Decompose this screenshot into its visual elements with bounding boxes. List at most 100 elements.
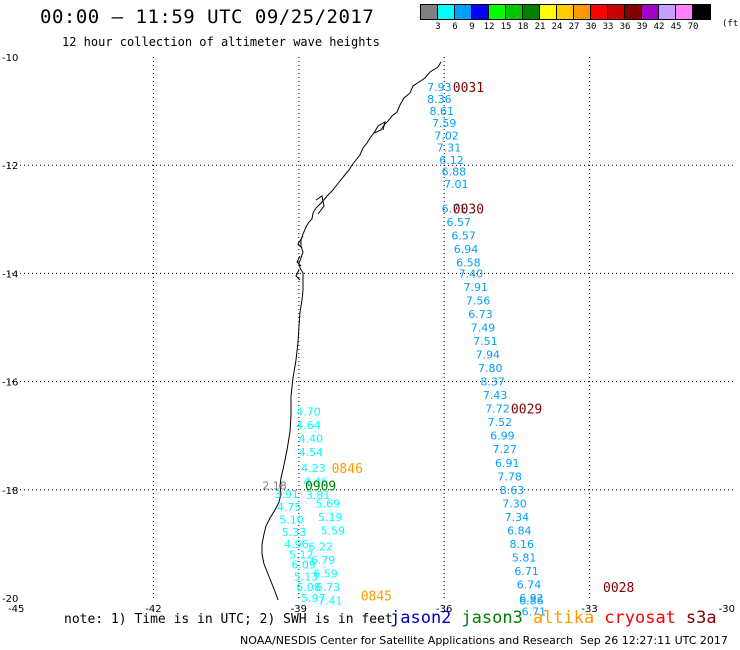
wave-height-value: 6.74 [517,578,542,591]
x-tick-label: -33 [581,604,597,615]
legend-swatch [489,5,506,19]
wave-height-value: 5.81 [512,551,537,564]
wave-height-value: 6.79 [311,554,336,567]
wave-height-value: 6.09 [291,558,316,571]
legend-swatch [438,5,455,19]
wave-height-value: 6.99 [490,430,515,443]
wave-height-value: 7.27 [493,443,518,456]
legend-swatch [574,5,591,19]
pass-time-label: 0909 [305,479,336,494]
y-tick-label: -16 [2,378,18,389]
wave-height-value: 4.54 [299,446,324,459]
legend-labels: 3 6 9 12 15 18 21 24 27 30 33 36 39 42 45 70 [420,20,711,32]
footer-note: note: 1) Time is in UTC; 2) SWH is in fe… [64,612,393,627]
wave-height-value: 6.84 [507,524,532,537]
legend-swatch [421,5,438,19]
wave-height-value: 6.73 [468,308,493,321]
legend-swatch [472,5,489,19]
x-tick-label: -39 [291,604,307,615]
satellite-name: altika [532,608,595,628]
timestamp-text: Sep 26 12:27:11 UTC 2017 [580,634,728,647]
wave-height-value: 7.43 [483,389,508,402]
y-tick-label: -10 [2,53,18,64]
axis-ticks: -45 -42 -39 -36 -33 -30 -10 -12 -14 -16 -18 -20 [2,53,735,615]
pass-time-label: 0031 [453,81,484,96]
wave-height-value: 6.08 [296,581,321,594]
map-title: 00:00 — 11:59 UTC 09/25/2017 [40,6,375,28]
wave-height-value: 5.33 [282,526,307,539]
legend-swatch [455,5,472,19]
wave-height-value: 7.01 [444,178,469,191]
legend-swatch [625,5,642,19]
pass-time-label: 0845 [361,589,392,604]
satellite-legend: jason2 jason3 altika cryosat s3a [390,608,727,628]
wave-height-value: 8.63 [500,484,525,497]
wave-height-value: 6.57 [451,230,476,243]
legend-swatch [540,5,557,19]
legend-label: 42 [653,22,665,32]
legend-swatch [591,5,608,19]
wave-height-value: 7.31 [437,141,462,154]
legend-swatch [523,5,540,19]
pass-time-label: 0028 [603,581,634,596]
wave-height-value: 6.12 [439,154,464,167]
wave-height-value: 7.56 [466,294,491,307]
wave-height-value: 4.23 [301,462,326,475]
wave-height-value: 7.93 [427,81,452,94]
satellite-name: cryosat [604,608,676,628]
legend-swatch [557,5,574,19]
legend-label: 12 [483,22,495,32]
legend-label: 39 [636,22,648,32]
legend-label: 18 [517,22,529,32]
legend-swatch [676,5,693,19]
legend-swatch [506,5,523,19]
wave-height-value: 7.78 [497,470,522,483]
wave-height-value: 7.40 [459,267,484,280]
legend-label: 45 [670,22,682,32]
legend-label: 15 [500,22,512,32]
legend-unit: (ft) [722,19,740,29]
wave-height-value: 8.16 [509,538,534,551]
wave-height-value: 2.18 [262,479,287,492]
wave-height-value: 7.41 [318,595,343,608]
legend-label: 21 [534,22,546,32]
wave-height-value: 3.81 [306,489,331,502]
x-tick-label: -42 [145,604,161,615]
wave-height-value: 5.97 [301,592,326,605]
credit-text: NOAA/NESDIS Center for Satellite Applica… [240,634,574,647]
map-grid [8,57,735,598]
legend-label: 70 [687,22,699,32]
wave-height-value: 5.59 [320,524,345,537]
coastal-islands [295,120,386,281]
pass-time-label: 0846 [332,462,363,477]
wave-height-value: 7.59 [432,117,457,130]
wave-height-value: 5.69 [316,497,341,510]
color-scale-legend: 3 6 9 12 15 18 21 24 27 30 33 36 39 42 45 70 [420,4,711,32]
wave-height-value: 4.46 [304,476,329,489]
wave-height-value: 6.58 [456,257,481,270]
wave-height-value: 5.13 [294,570,319,583]
wave-height-value: 4.75 [277,501,302,514]
wave-height-value: 5.19 [318,511,343,524]
wave-height-value: 7.34 [505,511,530,524]
pass-time-label: 0030 [453,202,484,217]
legend-label: 24 [551,22,563,32]
wave-height-value: 7.80 [478,362,503,375]
wave-height-value: 7.02 [434,129,459,142]
pass-time-label: 0029 [511,403,542,418]
y-tick-label: -20 [2,594,18,605]
wave-height-values: 7.938.368.617.597.027.316.126.887.01 6.71… [262,81,546,619]
wave-height-value: 4.70 [296,405,321,418]
wave-height-value: 6.73 [316,581,341,594]
wave-height-value: 6.91 [495,457,520,470]
wave-height-value: 5.10 [279,514,304,527]
wave-height-value: 5.12 [289,549,314,562]
legend-label: 27 [568,22,580,32]
wave-height-value: 8.61 [430,105,455,118]
wave-height-value: 6.86 [519,595,544,608]
wave-height-value: 6.71 [522,606,547,619]
satellite-name: jason2 [390,608,452,628]
wave-height-value: 6.22 [308,541,333,554]
wave-height-value: 4.96 [284,538,309,551]
legend-label: 30 [585,22,597,32]
